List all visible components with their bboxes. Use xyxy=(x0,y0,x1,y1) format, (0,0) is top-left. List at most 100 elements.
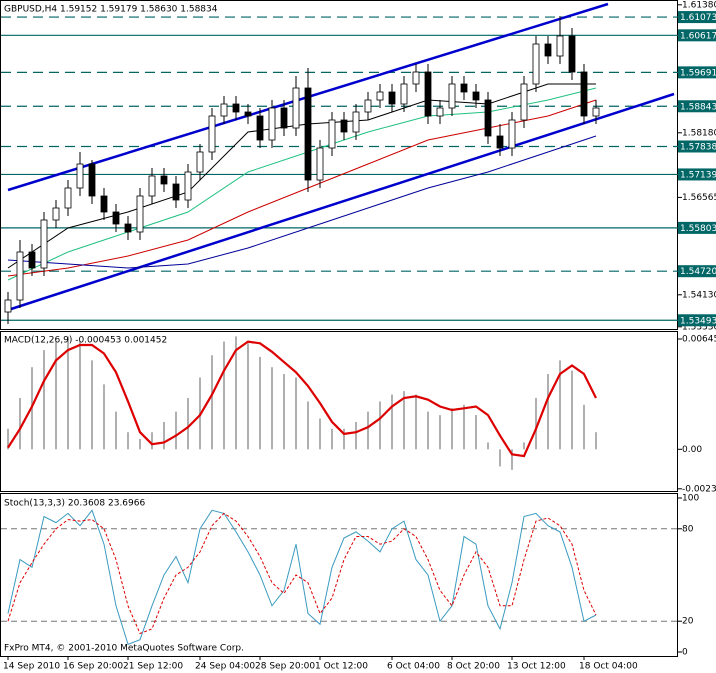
candle-body xyxy=(340,119,348,133)
candle-body xyxy=(16,251,24,301)
histogram-bar xyxy=(319,418,321,450)
histogram-bar xyxy=(391,394,393,450)
candle-body xyxy=(220,103,228,117)
x-tick-label: 14 Sep 2010 xyxy=(3,662,60,672)
y-tick-label: 1.58180 xyxy=(682,128,716,138)
candle-body xyxy=(256,115,264,141)
level-label: 1.60617 xyxy=(680,31,716,41)
candle-body xyxy=(316,147,324,181)
level-tag xyxy=(678,100,716,113)
y-tick-label: 0 xyxy=(682,648,688,658)
y-tick-label: 20 xyxy=(682,617,694,627)
x-tick-label: 24 Sep 04:00 xyxy=(195,662,255,672)
candle-body xyxy=(304,87,312,181)
candle-body xyxy=(376,91,384,101)
histogram-bar xyxy=(331,428,333,450)
candle-body xyxy=(292,87,300,129)
histogram-bar xyxy=(355,421,357,450)
level-label: 1.59691 xyxy=(680,68,716,78)
stoch-line xyxy=(7,512,597,635)
candle-body xyxy=(532,43,540,85)
candle-body xyxy=(568,35,576,73)
histogram-bar xyxy=(175,411,177,450)
histogram-bar xyxy=(223,341,225,450)
stoch-panel xyxy=(0,493,678,657)
histogram-bar xyxy=(163,421,165,450)
histogram-bar xyxy=(259,356,261,450)
level-tag xyxy=(678,140,716,153)
candle-body xyxy=(244,111,252,117)
histogram-bar xyxy=(367,411,369,450)
histogram-bar xyxy=(151,432,153,450)
x-tick-label: 16 Sep 20:00 xyxy=(63,662,123,672)
level-tag xyxy=(678,66,716,79)
candle-body xyxy=(184,171,192,201)
candle-body xyxy=(40,219,48,269)
histogram-bar xyxy=(247,343,249,450)
histogram-bar xyxy=(403,391,405,450)
price-panel xyxy=(0,0,678,330)
histogram-bar xyxy=(595,432,597,450)
histogram-bar xyxy=(547,374,549,450)
candle-body xyxy=(448,83,456,109)
level-label: 1.57139 xyxy=(680,170,716,180)
histogram-bar xyxy=(583,404,585,450)
candle-body xyxy=(472,91,480,101)
candle-body xyxy=(508,119,516,149)
histogram-bar xyxy=(43,350,45,450)
x-tick-label: 8 Oct 20:00 xyxy=(447,662,500,672)
macd-panel xyxy=(0,331,678,492)
candle-body xyxy=(556,35,564,57)
x-tick-label: 13 Oct 12:00 xyxy=(507,662,566,672)
level-tag xyxy=(678,11,716,24)
signal-line xyxy=(7,340,597,458)
level-tag xyxy=(678,314,716,327)
x-tick-label: 6 Oct 04:00 xyxy=(387,662,440,672)
candle-body xyxy=(280,107,288,129)
histogram-bar xyxy=(295,377,297,450)
candle-body xyxy=(160,175,168,185)
histogram-bar xyxy=(307,401,309,450)
histogram-bar xyxy=(187,397,189,450)
histogram-bar xyxy=(91,360,93,450)
candle-body xyxy=(436,107,444,117)
candle-body xyxy=(232,103,240,113)
candle-body xyxy=(412,71,420,85)
y-tick-label: 80 xyxy=(682,524,694,534)
histogram-bar xyxy=(571,370,573,450)
histogram-bar xyxy=(235,336,237,450)
candle-body xyxy=(484,99,492,137)
candle-body xyxy=(520,83,528,121)
histogram-bar xyxy=(19,397,21,450)
candle-body xyxy=(592,107,600,117)
candle-body xyxy=(4,299,12,313)
candle-body xyxy=(136,195,144,233)
candle-body xyxy=(580,71,588,117)
y-tick-label: 0.00645 xyxy=(682,334,716,344)
candle-body xyxy=(28,251,36,269)
candle-body xyxy=(352,111,360,133)
histogram-bar xyxy=(415,394,417,450)
histogram-bar xyxy=(7,428,9,450)
candle-body xyxy=(148,175,156,197)
level-tag xyxy=(678,168,716,181)
histogram-bar xyxy=(55,341,57,450)
candle-body xyxy=(328,119,336,149)
level-tag xyxy=(678,265,716,278)
level-label: 1.55803 xyxy=(680,224,716,234)
stoch-line xyxy=(7,509,597,645)
y-tick-label: 1.61380 xyxy=(682,0,716,10)
x-tick-label: 1 Oct 12:00 xyxy=(315,662,368,672)
candle-body xyxy=(100,195,108,213)
candle-body xyxy=(88,163,96,197)
level-label: 1.53493 xyxy=(680,316,716,326)
candle-body xyxy=(388,91,396,105)
y-tick-label: 1.53330 xyxy=(682,322,716,332)
copyright: FxPro MT4, © 2001-2010 MetaQuotes Softwa… xyxy=(4,644,244,654)
histogram-bar xyxy=(523,442,525,450)
candle-body xyxy=(208,115,216,153)
histogram-bar xyxy=(559,360,561,450)
histogram-bar xyxy=(343,428,345,450)
